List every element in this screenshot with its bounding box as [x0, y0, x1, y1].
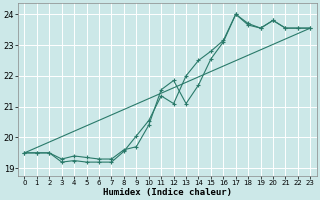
X-axis label: Humidex (Indice chaleur): Humidex (Indice chaleur): [103, 188, 232, 197]
